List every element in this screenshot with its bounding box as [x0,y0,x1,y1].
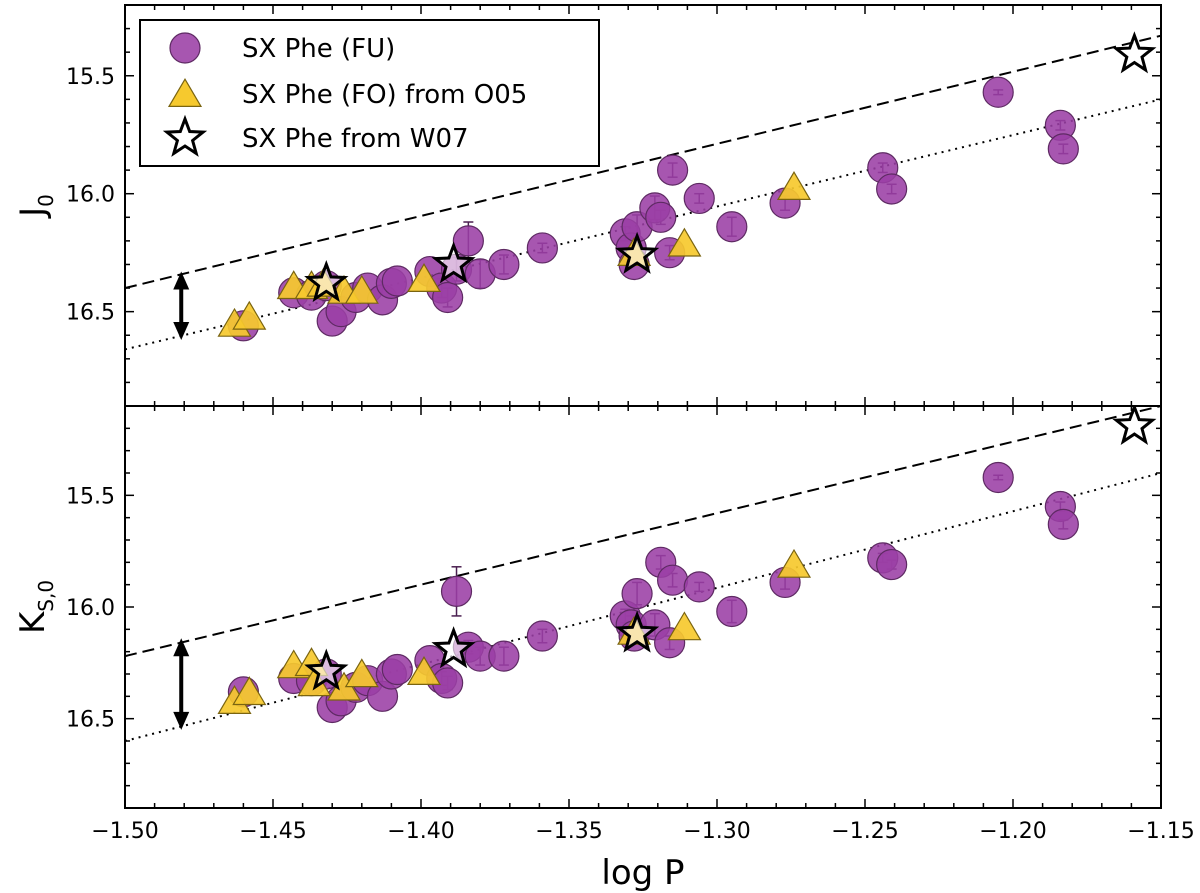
x-tick-label: −1.35 [535,819,602,844]
fu-point [526,620,558,652]
y-axis-label-sub: 0 [34,194,58,207]
fu-point [683,182,715,215]
fu-point [645,201,677,233]
fu-point [716,211,748,243]
fo-point [406,263,442,292]
legend-box [139,19,600,167]
fu-point [1047,133,1079,165]
fo-point [776,171,812,200]
x-axis-label: log P [601,853,684,893]
fu-point [381,653,413,686]
x-tick-label: −1.40 [387,819,454,844]
fu-point [1047,508,1079,540]
plot-area-top [125,31,1161,351]
fo-point [776,548,812,578]
w07-point [431,626,476,669]
w07-point [1112,31,1157,74]
x-tick-label: −1.15 [1127,819,1194,844]
legend-star-marker [162,114,208,157]
y-axis-label-sub: S,0 [34,580,58,612]
plot-area-bottom [125,406,1161,742]
w07-point [304,260,349,303]
fo-point [344,658,379,688]
y-axis-label-main: K [13,610,53,634]
arrow-head-up [173,638,190,657]
y-tick-label: 15.5 [66,484,115,509]
fo-point [232,300,267,330]
w07-point [614,610,660,653]
fu-point [656,564,689,596]
legend: SX Phe (FU) SX Phe (FO) from O05 SX Phe fr… [139,19,600,167]
panel-top: 15.5 16.0 16.5 J0 [13,4,1162,407]
fu-point [488,640,520,672]
w07-point [1112,406,1157,445]
fu-point [621,577,653,610]
dashed-fit-line [125,34,1161,290]
dashed-fit-line [125,406,1161,658]
legend-label: SX Phe from W07 [242,124,469,154]
x-tick-label: −1.20 [979,819,1046,844]
fo-point [667,611,702,641]
fu-point [876,548,908,581]
w07-point [614,231,660,274]
fo-point [667,227,702,257]
fu-point [982,76,1014,108]
fo-point [406,656,442,686]
fu-point [452,225,484,257]
y-tick-label: 16.0 [66,596,115,621]
x-tick-label: −1.25 [831,819,898,844]
arrow-head-down [173,711,190,730]
fu-point [432,281,464,314]
arrow-head-up [173,271,190,290]
panel-bottom: 15.5 16.0 16.5 KS,0 [13,405,1162,809]
y-tick-label: 16.5 [66,301,115,326]
fu-point [440,575,473,607]
legend-triangle-marker [167,78,203,108]
fo-point [344,274,379,304]
y-tick-label: 16.5 [66,708,115,733]
y-tick-label: 16.0 [66,183,115,208]
legend-label: SX Phe (FU) [242,34,395,64]
fu-point [876,173,908,205]
fu-point [683,571,715,603]
arrow-head-down [173,321,190,340]
legend-circle-marker [169,32,201,64]
x-tick-label: −1.30 [683,819,750,844]
fu-point [716,595,748,628]
fu-point [982,461,1014,494]
y-axis-label-bottom: KS,0 [13,580,58,634]
fu-point [656,154,689,186]
w07-point [431,241,476,284]
y-axis-label-main: J [13,207,53,219]
legend-label: SX Phe (FO) from O05 [242,80,527,110]
fu-point [526,232,558,264]
fu-point [488,248,520,281]
fo-point [232,676,267,706]
w07-point [304,648,349,691]
y-axis-label-top: J0 [13,194,58,219]
fu-point [381,265,413,297]
y-tick-label: 15.5 [66,65,115,90]
x-tick-label: −1.45 [239,819,306,844]
x-tick-label: −1.50 [91,819,158,844]
